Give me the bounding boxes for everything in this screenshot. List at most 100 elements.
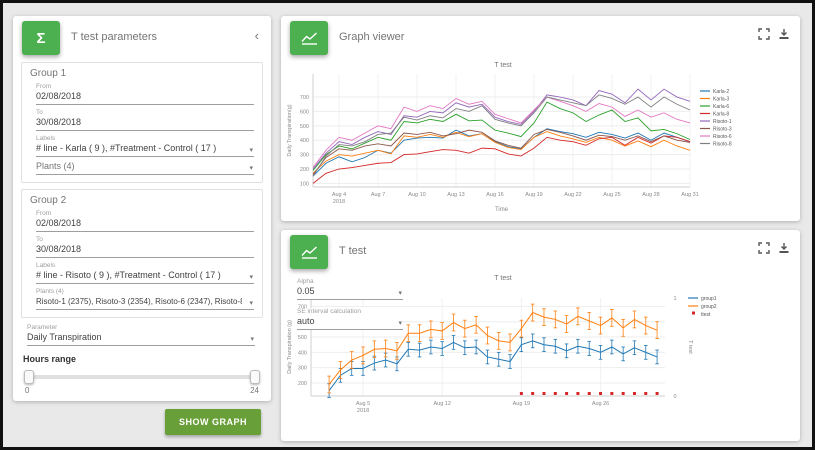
svg-text:Aug 5: Aug 5 — [356, 401, 370, 407]
svg-text:Aug 4: Aug 4 — [332, 192, 346, 198]
svg-text:Aug 19: Aug 19 — [525, 192, 542, 198]
group2-plants-select[interactable]: Plants (4) Risoto-1 (2375), Risoto-3 (23… — [36, 288, 254, 310]
svg-text:Aug 12: Aug 12 — [433, 401, 450, 407]
chevron-down-icon: ▾ — [249, 274, 253, 281]
alpha-select[interactable]: Alpha 0.05 ▾ — [297, 278, 403, 300]
from-value: 02/08/2018 — [36, 218, 82, 228]
plants-label: Plants (4) — [36, 288, 64, 295]
hours-range-label: Hours range — [23, 354, 77, 364]
svg-text:T test: T test — [494, 62, 511, 69]
svg-text:Aug 22: Aug 22 — [564, 192, 581, 198]
svg-text:Karla-8: Karla-8 — [713, 112, 729, 118]
svg-text:400: 400 — [300, 138, 309, 144]
panel-title: T test — [339, 245, 367, 257]
chevron-down-icon: ▾ — [249, 300, 253, 307]
parameter-select[interactable]: Parameter Daily Transpiration ▾ — [27, 324, 255, 346]
hours-range-slider[interactable] — [24, 370, 260, 384]
sigma-icon: Σ — [22, 21, 60, 55]
group1-card: Group 1 From 02/08/2018 To 30/08/2018 La… — [21, 62, 263, 183]
group2-to-field[interactable]: To 30/08/2018 — [36, 236, 254, 258]
svg-text:group1: group1 — [701, 296, 717, 302]
to-label: To — [36, 236, 43, 243]
panel-title: Graph viewer — [339, 31, 405, 43]
line-chart-glyph — [300, 245, 317, 259]
svg-text:Risoto-6: Risoto-6 — [713, 134, 732, 140]
chevron-down-icon: ▾ — [249, 165, 253, 172]
download-icon[interactable] — [778, 242, 790, 254]
svg-text:Daily Transpiration (g): Daily Transpiration (g) — [287, 320, 293, 374]
svg-text:200: 200 — [298, 381, 307, 387]
slider-handle-min[interactable] — [24, 370, 34, 384]
chevron-down-icon: ▾ — [249, 147, 253, 154]
line-chart-icon — [290, 21, 328, 55]
se-value: auto — [297, 316, 315, 326]
group2-title: Group 2 — [30, 195, 67, 206]
labels-value: # line - Karla ( 9 ), #Treatment - Contr… — [36, 143, 217, 153]
svg-text:ttest: ttest — [701, 312, 711, 318]
fullscreen-icon[interactable] — [758, 242, 770, 254]
svg-text:600: 600 — [300, 109, 309, 115]
svg-text:Aug 7: Aug 7 — [371, 192, 385, 198]
labels-label: Labels — [36, 135, 56, 142]
line-chart-glyph — [300, 31, 317, 45]
svg-text:Time: Time — [495, 207, 509, 213]
show-graph-button[interactable]: SHOW GRAPH — [165, 409, 261, 435]
svg-text:T test: T test — [687, 340, 693, 354]
hours-min-value: 0 — [25, 386, 30, 395]
plants-value: Risoto-1 (2375), Risoto-3 (2354), Risoto… — [36, 297, 242, 306]
download-icon[interactable] — [778, 28, 790, 40]
ttest-parameters-panel: Σ T test parameters ‹ Group 1 From 02/08… — [13, 16, 271, 435]
chevron-down-icon: ▾ — [398, 320, 402, 327]
svg-text:Daily Transpiration(g): Daily Transpiration(g) — [287, 104, 293, 156]
group2-labels-select[interactable]: Labels # line - Risoto ( 9 ), #Treatment… — [36, 262, 254, 284]
collapse-panel-icon[interactable]: ‹ — [254, 28, 259, 43]
parameter-value: Daily Transpiration — [27, 332, 102, 342]
from-label: From — [36, 83, 52, 90]
svg-text:1: 1 — [673, 296, 676, 302]
svg-text:2018: 2018 — [357, 408, 369, 414]
to-value: 30/08/2018 — [36, 244, 82, 254]
svg-text:Aug 28: Aug 28 — [642, 192, 659, 198]
group1-title: Group 1 — [30, 68, 67, 79]
svg-text:200: 200 — [300, 167, 309, 173]
group1-from-field[interactable]: From 02/08/2018 — [36, 83, 254, 105]
labels-value: # line - Risoto ( 9 ), #Treatment - Cont… — [36, 270, 221, 280]
chevron-down-icon: ▾ — [398, 290, 402, 297]
group2-card: Group 2 From 02/08/2018 To 30/08/2018 La… — [21, 189, 263, 318]
svg-text:2018: 2018 — [333, 199, 345, 205]
se-label: SE interval calculation — [297, 308, 361, 315]
parameters-form: Group 1 From 02/08/2018 To 30/08/2018 La… — [13, 58, 271, 435]
svg-text:700: 700 — [298, 304, 307, 310]
line-chart-icon — [290, 235, 328, 269]
fullscreen-icon[interactable] — [758, 28, 770, 40]
group1-labels-select[interactable]: Labels # line - Karla ( 9 ), #Treatment … — [36, 135, 254, 157]
se-interval-select[interactable]: SE interval calculation auto ▾ — [297, 308, 403, 330]
svg-text:Karla-3: Karla-3 — [713, 97, 729, 103]
svg-text:Aug 31: Aug 31 — [681, 192, 698, 198]
group2-from-field[interactable]: From 02/08/2018 — [36, 210, 254, 232]
sigma-glyph: Σ — [36, 29, 46, 47]
from-value: 02/08/2018 — [36, 91, 82, 101]
svg-text:300: 300 — [300, 153, 309, 159]
svg-text:Risoto-8: Risoto-8 — [713, 142, 732, 148]
svg-text:700: 700 — [300, 95, 309, 101]
svg-text:500: 500 — [300, 124, 309, 130]
svg-text:Risoto-3: Risoto-3 — [713, 127, 732, 133]
svg-text:Karla-6: Karla-6 — [713, 104, 729, 110]
svg-text:500: 500 — [298, 335, 307, 341]
to-label: To — [36, 109, 43, 116]
chevron-down-icon: ▾ — [250, 336, 254, 343]
to-value: 30/08/2018 — [36, 117, 82, 127]
svg-text:Aug 13: Aug 13 — [447, 192, 464, 198]
svg-text:400: 400 — [298, 350, 307, 356]
slider-handle-max[interactable] — [250, 370, 260, 384]
alpha-label: Alpha — [297, 278, 314, 285]
group1-to-field[interactable]: To 30/08/2018 — [36, 109, 254, 131]
group1-plants-select[interactable]: Plants (4) ▾ — [36, 161, 254, 175]
labels-label: Labels — [36, 262, 56, 269]
slider-track — [25, 375, 259, 379]
